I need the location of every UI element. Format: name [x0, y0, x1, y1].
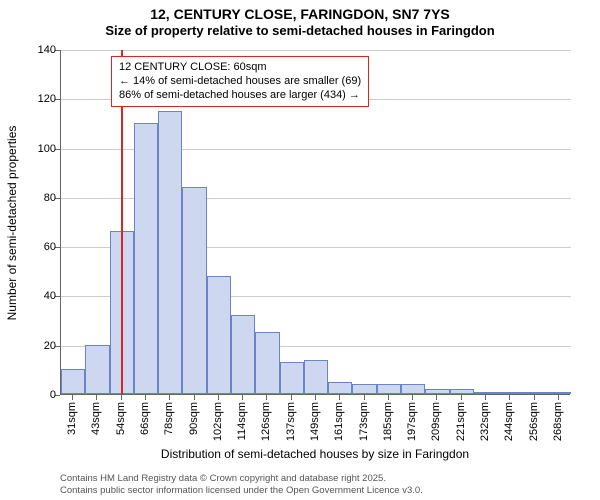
histogram-bar [182, 187, 206, 394]
x-tick-label: 114sqm [236, 402, 248, 440]
histogram-bar [280, 362, 304, 394]
x-tick-label: 173sqm [358, 402, 370, 441]
x-tick-mark [121, 395, 122, 400]
chart-title-block: 12, CENTURY CLOSE, FARINGDON, SN7 7YS Si… [0, 0, 600, 38]
x-tick-label: 256sqm [528, 402, 540, 441]
x-tick-mark [534, 395, 535, 400]
x-tick-label: 102sqm [212, 402, 224, 441]
info-line-1: 12 CENTURY CLOSE: 60sqm [119, 61, 361, 75]
x-tick-mark [72, 395, 73, 400]
x-tick-mark [509, 395, 510, 400]
x-tick-label: 137sqm [285, 402, 297, 441]
y-tick-label: 40 [16, 290, 56, 302]
histogram-bar [134, 123, 158, 394]
x-tick-label: 244sqm [503, 402, 515, 441]
y-tick-label: 140 [16, 44, 56, 56]
y-tick-label: 60 [16, 241, 56, 253]
x-tick-mark [412, 395, 413, 400]
histogram-bar [61, 369, 85, 394]
chart-area: 12 CENTURY CLOSE: 60sqm ← 14% of semi-de… [60, 50, 570, 395]
x-tick-mark [242, 395, 243, 400]
x-tick-label: 161sqm [333, 402, 345, 441]
x-tick-mark [96, 395, 97, 400]
x-axis-label: Distribution of semi-detached houses by … [161, 447, 469, 461]
histogram-bar [304, 360, 328, 395]
chart-subtitle: Size of property relative to semi-detach… [0, 23, 600, 38]
histogram-bar [498, 392, 522, 394]
histogram-bar [328, 382, 352, 394]
footer-line-1: Contains HM Land Registry data © Crown c… [60, 473, 423, 484]
x-tick-label: 197sqm [406, 402, 418, 441]
histogram-bar [474, 392, 498, 394]
x-tick-label: 221sqm [455, 402, 467, 441]
x-tick-label: 268sqm [552, 402, 564, 441]
x-tick-mark [218, 395, 219, 400]
histogram-bar [255, 332, 279, 394]
info-line-2: ← 14% of semi-detached houses are smalle… [119, 75, 361, 89]
histogram-bar [352, 384, 376, 394]
x-tick-mark [461, 395, 462, 400]
x-tick-label: 31sqm [66, 402, 78, 435]
x-tick-mark [315, 395, 316, 400]
y-tick-label: 20 [16, 340, 56, 352]
x-tick-label: 90sqm [188, 402, 200, 435]
x-tick-label: 149sqm [309, 402, 321, 441]
histogram-bar [231, 315, 255, 394]
histogram-bar [450, 389, 474, 394]
plot-region: 12 CENTURY CLOSE: 60sqm ← 14% of semi-de… [60, 50, 570, 395]
x-tick-mark [388, 395, 389, 400]
x-tick-mark [364, 395, 365, 400]
info-line-3: 86% of semi-detached houses are larger (… [119, 89, 361, 103]
x-tick-label: 232sqm [479, 402, 491, 441]
x-tick-mark [558, 395, 559, 400]
y-tick-label: 120 [16, 93, 56, 105]
x-tick-label: 185sqm [382, 402, 394, 441]
x-tick-mark [194, 395, 195, 400]
x-tick-mark [485, 395, 486, 400]
histogram-bar [377, 384, 401, 394]
histogram-bar [85, 345, 109, 394]
x-tick-mark [339, 395, 340, 400]
info-box: 12 CENTURY CLOSE: 60sqm ← 14% of semi-de… [111, 56, 369, 107]
histogram-bar [207, 276, 231, 394]
footer-line-2: Contains public sector information licen… [60, 485, 423, 496]
x-tick-mark [169, 395, 170, 400]
histogram-bar [401, 384, 425, 394]
y-tick-label: 80 [16, 192, 56, 204]
x-tick-label: 78sqm [163, 402, 175, 435]
histogram-bar [547, 392, 571, 394]
footer-attribution: Contains HM Land Registry data © Crown c… [60, 473, 423, 496]
x-tick-mark [436, 395, 437, 400]
y-tick-label: 100 [16, 143, 56, 155]
y-tick-label: 0 [16, 389, 56, 401]
x-tick-label: 209sqm [430, 402, 442, 441]
x-tick-mark [145, 395, 146, 400]
histogram-bar [425, 389, 449, 394]
x-tick-label: 66sqm [139, 402, 151, 435]
histogram-bar [158, 111, 182, 394]
x-tick-mark [291, 395, 292, 400]
x-tick-label: 126sqm [260, 402, 272, 441]
x-tick-label: 54sqm [115, 402, 127, 435]
chart-title: 12, CENTURY CLOSE, FARINGDON, SN7 7YS [0, 6, 600, 22]
x-tick-label: 43sqm [90, 402, 102, 435]
histogram-bar [522, 392, 546, 394]
x-tick-mark [266, 395, 267, 400]
